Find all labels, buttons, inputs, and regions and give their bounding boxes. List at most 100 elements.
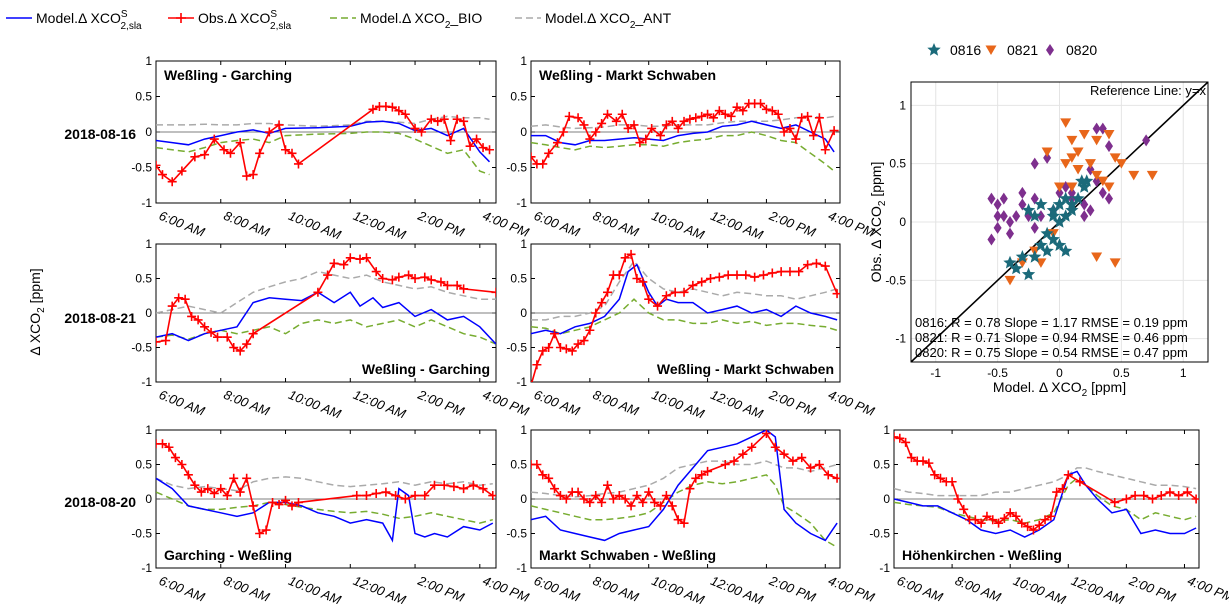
x-tick-label: 10:00 AM bbox=[286, 208, 343, 243]
obs-point bbox=[741, 270, 751, 280]
obs-point bbox=[1046, 511, 1056, 521]
y-tick-label: -1 bbox=[516, 375, 527, 389]
legend-label: Model.Δ XCO2_BIO bbox=[360, 10, 482, 31]
obs-point bbox=[229, 343, 239, 352]
point-0820 bbox=[1036, 210, 1045, 223]
point-0816 bbox=[1052, 197, 1067, 211]
panel-title: Weßling - Garching bbox=[362, 361, 490, 377]
point-0821 bbox=[1066, 182, 1078, 192]
x-tick-label: 10:00 AM bbox=[286, 387, 343, 422]
panel-title: Weßling - Markt Schwaben bbox=[539, 67, 716, 83]
obs-point bbox=[381, 487, 391, 497]
obs-point bbox=[959, 504, 969, 514]
obs-point bbox=[930, 470, 940, 480]
obs-point bbox=[1017, 518, 1027, 528]
obs-point bbox=[532, 360, 542, 370]
series-line-model bbox=[531, 430, 838, 542]
obs-point bbox=[791, 134, 801, 144]
y-tick-label: -1 bbox=[895, 332, 906, 346]
obs-point bbox=[452, 114, 462, 124]
obs-point bbox=[225, 148, 235, 158]
point-0821 bbox=[1004, 275, 1016, 286]
obs-point bbox=[255, 148, 265, 158]
obs-point bbox=[355, 254, 365, 264]
obs-point bbox=[161, 336, 171, 346]
x-tick-label: 10:00 AM bbox=[286, 573, 343, 608]
y-tick-label: -1 bbox=[141, 375, 152, 389]
legend-triangle-icon bbox=[985, 45, 997, 55]
x-tick-label: 2:00 PM bbox=[766, 386, 818, 418]
obs-point bbox=[738, 449, 748, 459]
obs-point bbox=[591, 491, 601, 501]
obs-point bbox=[614, 270, 624, 280]
obs-point bbox=[387, 102, 397, 112]
obs-point bbox=[632, 274, 642, 283]
line-panel: 1 0.5 0 -0.5 -1 6:00 AM 8:00 AM 10:00 AM 12:00 A… bbox=[869, 423, 1229, 608]
obs-point bbox=[459, 284, 469, 294]
obs-point bbox=[544, 148, 554, 158]
series-group bbox=[156, 439, 496, 543]
point-0821 bbox=[1091, 170, 1103, 181]
obs-point bbox=[287, 501, 297, 511]
point-0820 bbox=[1006, 216, 1014, 228]
point-0821 bbox=[1103, 182, 1115, 192]
obs-point bbox=[994, 518, 1004, 528]
y-tick-label: 1 bbox=[883, 423, 890, 437]
obs-point bbox=[459, 484, 469, 494]
obs-point bbox=[750, 272, 760, 282]
x-tick-label: 2:00 PM bbox=[415, 572, 467, 604]
obs-point bbox=[426, 114, 436, 124]
obs-point bbox=[183, 470, 193, 480]
obs-point bbox=[788, 456, 798, 466]
obs-point bbox=[567, 346, 577, 356]
point-0820 bbox=[993, 221, 1002, 234]
point-0816 bbox=[1065, 197, 1079, 211]
x-tick-label: 12:00 AM bbox=[351, 387, 408, 422]
obs-point bbox=[814, 113, 824, 123]
series-line-bio bbox=[156, 491, 493, 524]
series-line-model bbox=[156, 477, 494, 543]
point-0820 bbox=[1018, 198, 1027, 211]
series-group bbox=[156, 101, 495, 187]
y-tick-label: -1 bbox=[516, 196, 527, 210]
obs-point bbox=[691, 473, 701, 483]
point-0820 bbox=[999, 192, 1008, 205]
point-0820 bbox=[1086, 204, 1095, 217]
point-0821 bbox=[1115, 159, 1127, 169]
obs-point bbox=[809, 131, 819, 141]
y-tick-label: 0 bbox=[145, 125, 152, 139]
point-0820 bbox=[1098, 186, 1107, 199]
obs-point bbox=[603, 287, 613, 297]
scatter-legend-label: 0821 bbox=[1007, 42, 1038, 58]
scatter-legend-label: 0816 bbox=[950, 42, 981, 58]
x-tick-label: 12:00 AM bbox=[708, 387, 765, 422]
obs-point bbox=[679, 287, 689, 297]
obs-point bbox=[647, 123, 657, 133]
obs-point bbox=[174, 293, 184, 303]
obs-point bbox=[235, 487, 245, 497]
point-0820 bbox=[1055, 186, 1064, 199]
obs-point bbox=[729, 456, 739, 466]
obs-point bbox=[591, 308, 601, 318]
obs-point bbox=[468, 480, 478, 490]
legend: Model.Δ XCOS 2,sla Obs.Δ XCOS 2,sla Model.Δ … bbox=[6, 9, 672, 32]
point-0816 bbox=[1077, 180, 1091, 193]
obs-point bbox=[697, 277, 707, 287]
stat-label: 0820: R = 0.75 Slope = 0.54 RMSE = 0.47 … bbox=[915, 345, 1188, 360]
x-tick-label: 4:00 PM bbox=[1185, 573, 1229, 605]
obs-point bbox=[531, 152, 536, 162]
obs-point bbox=[608, 494, 618, 504]
x-tick-label: 12:00 AM bbox=[351, 208, 408, 243]
legend-marker bbox=[176, 13, 186, 23]
x-tick-label: 8:00 AM bbox=[222, 387, 272, 419]
obs-point bbox=[688, 280, 698, 290]
obs-point bbox=[620, 494, 630, 504]
obs-point bbox=[667, 116, 677, 126]
obs-point bbox=[339, 260, 349, 270]
obs-point bbox=[1121, 494, 1131, 504]
obs-point bbox=[313, 287, 323, 297]
obs-point bbox=[797, 453, 807, 463]
panel-title: Garching - Weßling bbox=[164, 547, 292, 563]
x-tick-label: 12:00 AM bbox=[708, 208, 765, 243]
